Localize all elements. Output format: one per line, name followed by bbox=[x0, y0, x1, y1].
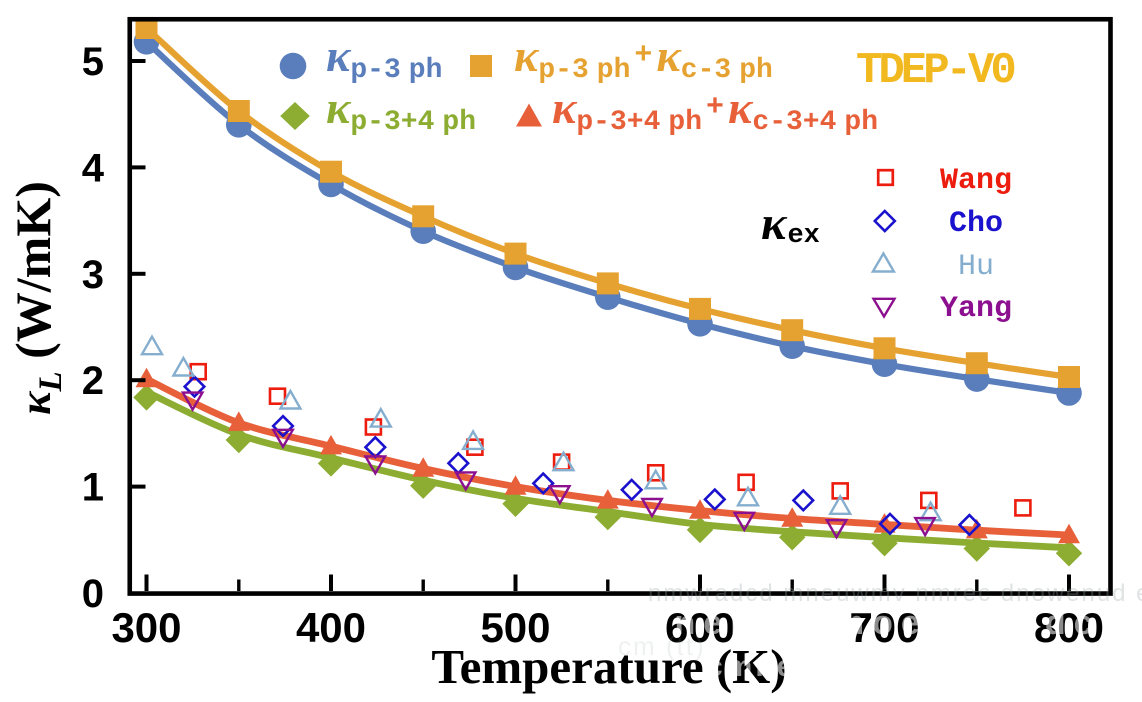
svg-text:TDEP-V0: TDEP-V0 bbox=[856, 46, 1014, 96]
svg-text:Yang: Yang bbox=[940, 292, 1012, 326]
svg-text:4: 4 bbox=[82, 146, 105, 190]
svg-text:2: 2 bbox=[82, 359, 104, 403]
svg-text:Hu: Hu bbox=[958, 250, 994, 284]
svg-text:300: 300 bbox=[111, 604, 181, 651]
svg-text:κL (W/mK): κL (W/mK) bbox=[5, 181, 69, 415]
svg-text:nmwradcd mneuwmv nmrec dnowenu: nmwradcd mneuwmv nmrec dnowenud eamcwn bbox=[648, 580, 1142, 607]
svg-text:cmneawdenvowuev: cmneawdenvowuev bbox=[706, 650, 1033, 683]
svg-text:500: 500 bbox=[480, 604, 550, 651]
svg-text:Wang: Wang bbox=[940, 164, 1012, 198]
svg-text:cm (tt): cm (tt) bbox=[618, 631, 706, 661]
svg-text:wnenu dmoea mwdcv enwamon: wnenu dmoea mwdcv enwamon bbox=[639, 604, 1142, 642]
svg-text:Temperature (K): Temperature (K) bbox=[431, 639, 786, 694]
svg-text:400: 400 bbox=[296, 604, 366, 651]
svg-text:700: 700 bbox=[849, 604, 919, 651]
svg-text:κp-3ph: κp-3 ph bbox=[326, 30, 442, 86]
svg-text:1: 1 bbox=[82, 466, 104, 510]
svg-text:800: 800 bbox=[1034, 604, 1104, 651]
svg-text:5: 5 bbox=[82, 40, 104, 84]
svg-text:0: 0 bbox=[82, 572, 104, 616]
svg-text:600: 600 bbox=[665, 604, 735, 651]
svg-text:3: 3 bbox=[82, 253, 104, 297]
svg-text:κex: κex bbox=[761, 197, 820, 251]
svg-text:κp-3+4ph+κc-3+4ph: κp-3+4 ph +κc-3+4 ph bbox=[552, 82, 878, 138]
svg-text:κp-3+4ph: κp-3+4 ph bbox=[326, 82, 476, 138]
svg-text:κp-3ph+κc-3ph: κp-3 ph +κc-3 ph bbox=[514, 30, 773, 86]
svg-text:Cho: Cho bbox=[949, 207, 1003, 241]
